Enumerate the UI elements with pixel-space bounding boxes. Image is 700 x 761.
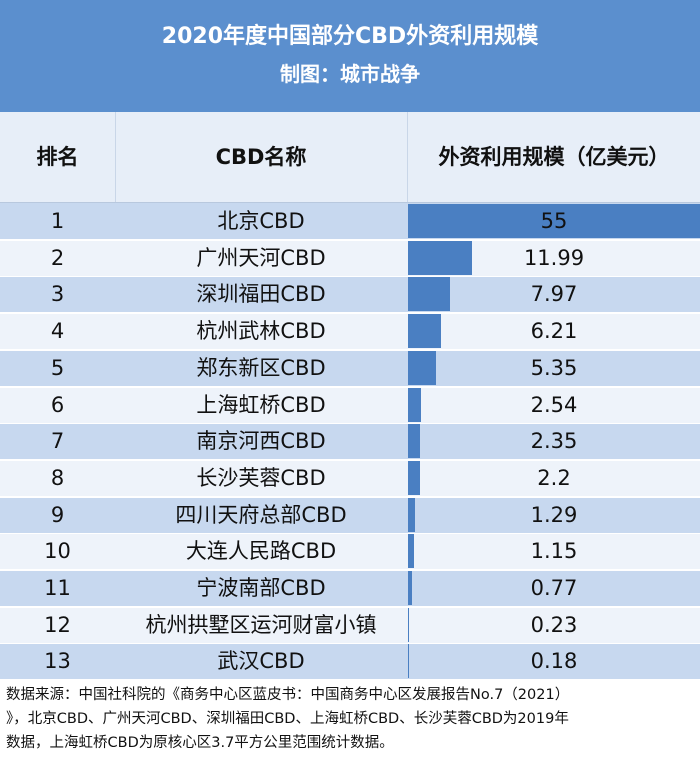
table-row: 7 南京河西CBD 2.35: [0, 423, 700, 460]
value-bar: [408, 277, 451, 312]
chart-title: 2020年度中国部分CBD外资利用规模: [161, 24, 539, 49]
source-note-line: 数据来源：中国社科院的《商务中心区蓝皮书：中国商务中心区发展报告No.7（202…: [6, 687, 570, 703]
column-header-value: 外资利用规模（亿美元）: [438, 145, 670, 169]
rank-cell: 6: [50, 392, 65, 417]
column-header-name: CBD名称: [215, 145, 307, 169]
table-row: 9 四川天府总部CBD 1.29: [0, 496, 700, 533]
value-bar: [408, 387, 422, 422]
value-label: 11.99: [523, 245, 585, 270]
row-divider: [0, 313, 700, 315]
cbd-name-cell: 杭州武林CBD: [196, 319, 326, 344]
value-bar: [408, 314, 441, 349]
source-note: 数据来源：中国社科院的《商务中心区蓝皮书：中国商务中心区发展报告No.7（202…: [6, 683, 696, 755]
value-bar: [408, 460, 420, 495]
cbd-name-cell: 上海虹桥CBD: [196, 392, 326, 417]
rank-cell: 8: [50, 465, 65, 490]
rank-cell: 5: [50, 355, 65, 380]
source-note-line: 》，北京CBD、广州天河CBD、深圳福田CBD、上海虹桥CBD、长沙芙蓉CBD为…: [6, 711, 569, 727]
cbd-name-cell: 武汉CBD: [217, 649, 305, 674]
value-label: 2.35: [530, 429, 578, 454]
table-row: 2 广州天河CBD 11.99: [0, 239, 700, 276]
cbd-name-cell: 北京CBD: [217, 209, 305, 233]
value-label: 0.77: [530, 576, 578, 600]
value-label: 6.21: [530, 319, 578, 344]
rank-cell: 4: [50, 319, 65, 344]
value-label: 1.15: [530, 539, 578, 564]
value-label: 55: [540, 209, 568, 233]
rank-cell: 7: [50, 429, 65, 454]
cbd-name-cell: 大连人民路CBD: [185, 539, 337, 564]
row-divider: [0, 643, 700, 645]
value-label: 2.54: [530, 392, 578, 417]
value-label: 0.23: [530, 612, 578, 637]
rank-cell: 11: [44, 576, 71, 600]
row-divider: [0, 606, 700, 608]
cbd-name-cell: 四川天府总部CBD: [175, 502, 347, 527]
table-row: 12 杭州拱墅区运河财富小镇 0.23: [0, 606, 700, 643]
column-header-row: 排名 CBD名称 外资利用规模（亿美元）: [0, 112, 700, 203]
value-bar: [408, 571, 413, 605]
rank-cell: 1: [50, 209, 65, 233]
value-label: 7.97: [530, 282, 578, 307]
row-divider: [0, 349, 700, 351]
column-header-rank: 排名: [36, 145, 79, 169]
value-label: 5.35: [530, 355, 578, 380]
column-divider: [407, 112, 408, 202]
table-row: 1 北京CBD 55: [0, 203, 700, 239]
cbd-name-cell: 杭州拱墅区运河财富小镇: [145, 612, 377, 637]
row-divider: [0, 496, 700, 498]
value-bar: [408, 350, 437, 385]
value-label: 1.29: [530, 502, 578, 527]
row-divider: [0, 533, 700, 535]
rank-cell: 13: [44, 649, 71, 674]
rank-cell: 9: [50, 502, 65, 527]
row-divider: [0, 386, 700, 388]
rank-cell: 10: [44, 539, 71, 564]
table-row: 5 郑东新区CBD 5.35: [0, 349, 700, 386]
table-row: 6 上海虹桥CBD 2.54: [0, 386, 700, 423]
table-row: 13 武汉CBD 0.18: [0, 643, 700, 680]
source-note-line: 数据，上海虹桥CBD为原核心区3.7平方公里范围统计数据。: [6, 735, 394, 751]
row-divider: [0, 570, 700, 571]
value-label: 0.18: [530, 649, 578, 674]
value-bar: [408, 644, 409, 679]
chart-subtitle: 制图：城市战争: [280, 62, 420, 86]
table-row: 10 大连人民路CBD 1.15: [0, 533, 700, 570]
cbd-name-cell: 宁波南部CBD: [196, 576, 326, 600]
table-row: 4 杭州武林CBD 6.21: [0, 313, 700, 350]
row-divider: [0, 423, 700, 425]
cbd-name-cell: 深圳福田CBD: [196, 282, 326, 307]
value-bar: [408, 240, 472, 275]
table-row: 3 深圳福田CBD 7.97: [0, 276, 700, 313]
column-divider: [115, 112, 116, 202]
rank-cell: 2: [50, 245, 65, 270]
rank-cell: 12: [44, 612, 71, 637]
value-bar: [408, 534, 415, 569]
row-divider: [0, 276, 700, 278]
cbd-name-cell: 长沙芙蓉CBD: [196, 465, 326, 490]
value-bar: [408, 204, 700, 238]
value-bar: [408, 497, 415, 532]
cbd-name-cell: 南京河西CBD: [196, 429, 326, 454]
value-bar: [408, 424, 421, 459]
row-divider: [0, 239, 700, 241]
rank-cell: 3: [50, 282, 65, 307]
value-bar: [408, 607, 410, 642]
value-label: 2.2: [537, 465, 571, 490]
table-row: 8 长沙芙蓉CBD 2.2: [0, 459, 700, 496]
cbd-name-cell: 郑东新区CBD: [196, 355, 326, 380]
row-divider: [0, 459, 700, 461]
cbd-name-cell: 广州天河CBD: [196, 245, 326, 270]
chart-header: 2020年度中国部分CBD外资利用规模 制图：城市战争: [0, 0, 700, 112]
table-row: 11 宁波南部CBD 0.77: [0, 570, 700, 606]
